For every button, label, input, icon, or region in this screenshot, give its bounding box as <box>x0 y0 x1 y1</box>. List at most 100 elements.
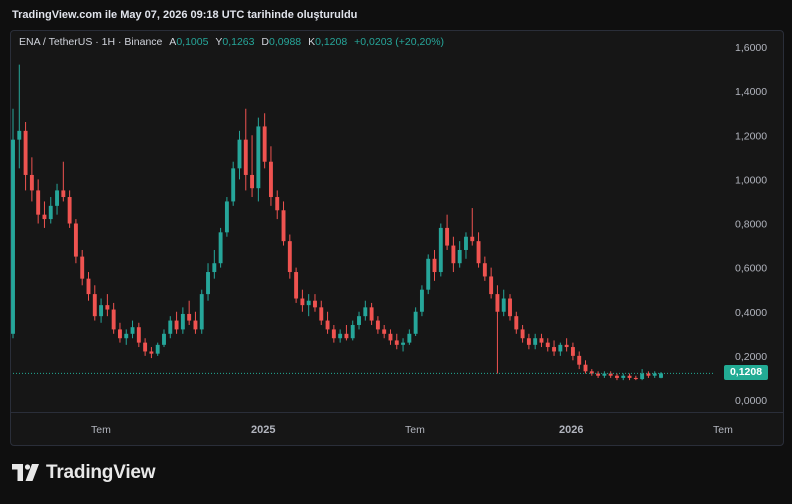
candle-body <box>646 373 651 376</box>
open-label: A <box>169 36 177 48</box>
candle-body <box>438 227 443 273</box>
candle-body <box>118 329 122 339</box>
tradingview-logo-icon <box>12 464 39 481</box>
candle-body <box>375 320 380 330</box>
candle-body <box>313 300 317 308</box>
candle-body <box>357 316 361 325</box>
candle-body <box>306 300 311 306</box>
candle-body <box>501 298 506 312</box>
x-axis-tick-label: Tem <box>91 424 111 436</box>
candle-body <box>48 205 53 220</box>
candle-body <box>136 327 141 343</box>
candle-body <box>464 236 468 250</box>
candle-body <box>237 139 242 169</box>
candle-body <box>86 278 91 295</box>
y-axis-tick-label: 1,0000 <box>735 174 767 186</box>
tradingview-brand: TradingView <box>12 462 156 484</box>
chart-panel[interactable]: 1,6000 1,4000 1,2000 1,0000 0,8000 0,6000 0,40… <box>10 30 784 446</box>
high-value: 0,1263 <box>222 36 255 48</box>
y-axis-tick-label: 1,2000 <box>735 130 767 142</box>
candle-body <box>615 375 619 378</box>
candle-body <box>369 307 374 321</box>
candle-body <box>382 329 387 334</box>
candle-body <box>174 320 179 330</box>
candle-body <box>514 316 519 330</box>
candle-body <box>130 327 135 334</box>
candle-body <box>99 305 104 317</box>
x-axis-tick-label: Tem <box>405 424 425 436</box>
candle-body <box>23 130 28 175</box>
candle-body <box>570 347 575 356</box>
candle-body <box>363 307 368 317</box>
candle-body <box>602 373 607 376</box>
candle-body <box>331 329 336 339</box>
candle-body <box>596 373 601 376</box>
candle-body <box>457 249 462 264</box>
candle-body <box>199 294 204 330</box>
candle-body <box>627 375 632 378</box>
candle-body <box>577 355 582 365</box>
candle-body <box>111 309 116 330</box>
candle-body <box>29 174 34 191</box>
candle-body <box>583 364 588 372</box>
symbol-label[interactable]: ENA / TetherUS · 1H · Binance <box>19 36 163 48</box>
candle-body <box>218 232 223 264</box>
candle-body <box>124 333 129 339</box>
candle-body <box>564 344 569 348</box>
candle-body <box>388 333 393 341</box>
open-value: 0,1005 <box>176 36 209 48</box>
candle-body <box>445 227 450 246</box>
candle-body <box>589 371 594 374</box>
candle-body <box>659 373 663 378</box>
candle-body <box>11 139 15 334</box>
change-value: +0,0203 (+20,20%) <box>354 36 445 48</box>
candle-body <box>300 298 305 306</box>
y-axis-tick-label: 0,2000 <box>735 351 767 363</box>
x-axis-tick-label: 2026 <box>559 424 583 436</box>
low-label: D <box>261 36 270 48</box>
candle-body <box>55 190 59 206</box>
candle-body <box>73 223 78 257</box>
candle-body <box>325 320 330 330</box>
candle-body <box>413 311 418 334</box>
candle-body <box>338 333 343 339</box>
candle-body <box>168 320 173 334</box>
candle-body <box>545 342 550 348</box>
candle-body <box>401 342 406 345</box>
candle-body <box>105 305 110 310</box>
candle-body <box>143 342 148 352</box>
candle-body <box>552 347 556 352</box>
candle-body <box>36 190 41 215</box>
time-axis-divider <box>11 412 783 413</box>
candle-body <box>275 197 280 211</box>
candle-body <box>80 256 85 279</box>
candle-body <box>149 351 154 354</box>
close-label: K <box>308 36 316 48</box>
candle-body <box>256 126 261 189</box>
candle-body <box>155 344 160 354</box>
candle-body <box>262 126 267 162</box>
candle-body <box>319 307 324 321</box>
candle-body <box>426 258 431 290</box>
candle-body <box>193 320 198 330</box>
candle-body <box>281 210 286 242</box>
chart-caption: TradingView.com ile May 07, 2026 09:18 U… <box>12 9 358 21</box>
x-axis-tick-label: 2025 <box>251 424 275 436</box>
y-axis-tick-label: 0,0000 <box>735 395 767 407</box>
x-axis-tick-label: Tem <box>713 424 733 436</box>
candle-body <box>489 276 494 295</box>
last-price-badge: 0,1208 <box>724 365 768 381</box>
candle-body <box>180 313 185 330</box>
candle-body <box>394 340 399 345</box>
candle-body <box>187 313 192 321</box>
candle-body <box>633 377 638 380</box>
candle-body <box>67 197 72 224</box>
candle-body <box>652 373 657 376</box>
candlestick-chart[interactable]: 1,6000 1,4000 1,2000 1,0000 0,8000 0,6000 0,40… <box>11 31 783 445</box>
candle-body <box>61 190 66 198</box>
y-axis-tick-label: 0,4000 <box>735 307 767 319</box>
low-value: 0,0988 <box>269 36 302 48</box>
candle-body <box>419 289 424 312</box>
ohlc-legend: ENA / TetherUS · 1H · Binance A0,1005 Y0… <box>19 36 444 48</box>
candle-body <box>42 214 47 220</box>
